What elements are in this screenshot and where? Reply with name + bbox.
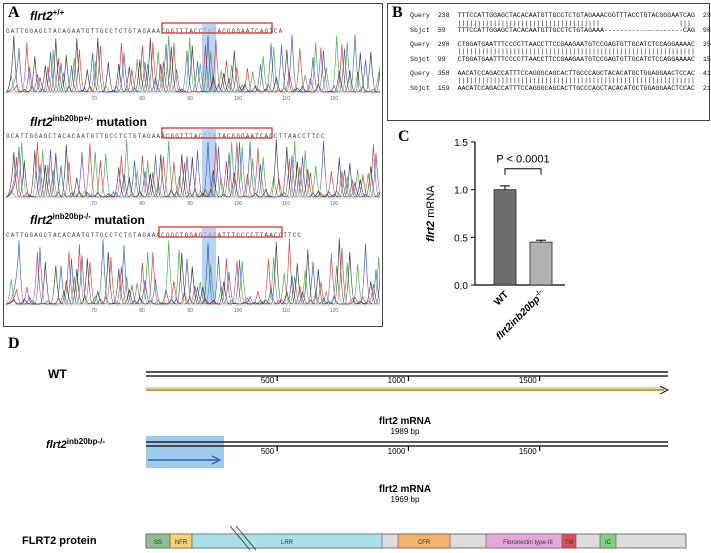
trace-tick-label: 90	[187, 308, 193, 314]
break-mark-1	[229, 525, 251, 551]
blast-sbjct-row: Sbjct 159 AACATCCAGACCATTTCCAGGGCAGCACTT…	[410, 84, 711, 92]
trace-tick-label: 80	[139, 201, 145, 207]
domain-label: IC	[605, 540, 612, 546]
wt-tick-label: 1000	[388, 376, 406, 385]
panel-d-label: D	[8, 335, 20, 352]
blast-sbjct-row: Sbjct 99 CTGGATGAATTTCCCCTTAACCTTCCGAAGA…	[410, 55, 711, 63]
blast-match-row: |||||||||||||||||||||||||||||||||||| |||	[457, 19, 691, 27]
panel-c-label: C	[398, 128, 410, 145]
trace-tick-label: 100	[234, 201, 243, 207]
wt-tick-label: 500	[261, 376, 275, 385]
bar	[493, 189, 517, 286]
sequence-text-wt: GATTGGAGCTACAGAATGTTGCCTCTGTAGAAACGGTTTA…	[6, 28, 284, 35]
track-title-het: flrt2inb20bp+/- mutation	[30, 114, 147, 129]
blast-sbjct-row: Sbjct 59 TTTCCATTGGAGCTACACAATGTTGCCTCTG…	[410, 27, 711, 35]
wt-arrow-head	[659, 385, 670, 395]
mutant-label: flrt2inb20bp-/-	[46, 437, 105, 451]
target-sequence-box	[161, 127, 273, 139]
y-tick-label: 0.0	[454, 281, 468, 292]
x-tick-label: WT	[492, 289, 511, 308]
sequence-text-het: GCATTGGAGCTACACAATGTTGCCTCTGTAGAAACGGTTT…	[6, 133, 326, 140]
mut-mrna-title: flrt2 mRNA	[379, 484, 431, 495]
blast-match-row: ||||||||||||||||||||||||||||||||||||||||…	[457, 77, 695, 85]
bar	[529, 241, 553, 286]
trace-tick-label: 110	[282, 96, 290, 102]
trace-line	[5, 240, 380, 305]
domain-label: LRR	[281, 540, 294, 546]
wt-mrna-length: 1989 bp	[391, 427, 420, 436]
blast-block-1: Query 238 TTTCCATTGGAGCTACACAATGTTGCCTCT…	[410, 12, 711, 35]
trace-line	[5, 238, 380, 305]
track-title-wt: flrt2+/+	[30, 8, 65, 23]
trace-tick-label: 120	[330, 308, 339, 314]
trace-tick-label: 110	[282, 308, 290, 314]
mut-mrna-length: 1969 bp	[391, 495, 420, 504]
mut-arrow-head	[211, 455, 222, 465]
trace-tick-label: 90	[187, 201, 193, 207]
panel-b-frame	[387, 3, 710, 121]
trace-line	[5, 139, 380, 198]
domain-label: TM	[565, 540, 574, 546]
mut-tick-label: 500	[261, 447, 275, 456]
y-tick-label: 1.5	[454, 138, 468, 149]
trace-line	[5, 139, 380, 198]
blast-alignment: Query 238 TTTCCATTGGAGCTACACAATGTTGCCTCT…	[410, 12, 711, 93]
sequence-text-hom: CATTGGAGCTACACAATGTTGCCTCTGTAGAAACGGCTGG…	[6, 232, 303, 239]
trace-hom: 70 80 90 100 110 120	[4, 226, 380, 314]
blast-query-row: Query 358 AACATCCAGACCATTTCCAGGGCAGCACTT…	[410, 69, 711, 77]
trace-tick-label: 120	[330, 96, 339, 102]
trace-tick-label: 90	[187, 96, 193, 102]
break-mark-2	[235, 525, 257, 551]
trace-tick-label: 80	[139, 96, 145, 102]
domain-label: NFR	[175, 540, 188, 546]
wt-tick-label: 1500	[519, 376, 537, 385]
protein-domain	[397, 533, 451, 549]
trace-line	[5, 39, 380, 93]
blast-query-row: Query 238 TTTCCATTGGAGCTACACAATGTTGCCTCT…	[410, 12, 711, 19]
domain-label: SS	[154, 540, 162, 546]
trace-tick-label: 70	[91, 96, 97, 102]
domain-label: Fibronectin type-III	[503, 540, 553, 546]
trace-line	[5, 141, 380, 198]
domain-label: CFR	[418, 540, 431, 546]
trace-tick-label: 80	[139, 308, 145, 314]
target-sequence-box	[161, 22, 273, 34]
track-title-hom: flrt2inb20bp-/- mutation	[30, 212, 145, 227]
y-axis-label: flrt2 mRNA	[425, 185, 437, 242]
trace-wt: 70 80 90 100 110 120	[4, 22, 380, 102]
trace-tick-label: 70	[91, 308, 97, 314]
protein-domain	[599, 533, 617, 549]
trace-tick-label: 70	[91, 201, 97, 207]
blast-block-2: Query 298 CTGGATGAATTTCCCCTTAACCTTCCGAAG…	[410, 40, 711, 64]
protein-domain	[561, 533, 577, 549]
y-tick-label: 0.5	[454, 233, 468, 244]
trace-tick-label: 110	[282, 201, 290, 207]
mut-tick-label: 1000	[388, 447, 406, 456]
trace-line	[5, 35, 380, 93]
trace-tick-label: 100	[234, 96, 243, 102]
blast-match-row: ||||||||||||||||||||||||||||||||||||||||…	[457, 48, 695, 56]
significance-bracket	[504, 168, 542, 175]
trace-het: 70 80 90 100 110 120	[4, 127, 380, 207]
trace-line	[5, 140, 380, 198]
panel-b-label: B	[392, 4, 403, 21]
mut-tick-label: 1500	[519, 447, 537, 456]
wt-label: WT	[48, 367, 67, 381]
trace-tick-label: 120	[330, 201, 339, 207]
blast-block-3: Query 358 AACATCCAGACCATTTCCAGGGCAGCACTT…	[410, 69, 711, 93]
trace-line	[5, 239, 380, 305]
target-sequence-box	[158, 226, 283, 238]
trace-line	[5, 238, 380, 305]
panel-a-label: A	[8, 4, 20, 21]
y-tick-label: 1.0	[454, 186, 468, 197]
trace-tick-label: 100	[234, 308, 243, 314]
p-value-label: P < 0.0001	[496, 154, 549, 166]
trace-line	[5, 34, 380, 93]
panel-a-frame	[3, 3, 383, 327]
blast-query-row: Query 298 CTGGATGAATTTCCCCTTAACCTTCCGAAG…	[410, 40, 711, 48]
wt-mrna-title: flrt2 mRNA	[379, 416, 431, 427]
protein-label: FLRT2 protein	[22, 535, 97, 547]
